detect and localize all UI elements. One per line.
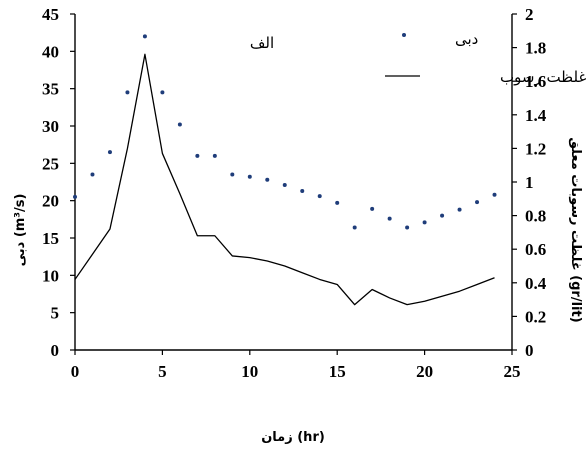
legend-discharge-marker: [402, 33, 406, 37]
discharge-point: [422, 220, 427, 225]
y2-tick-label: 0.8: [525, 207, 546, 226]
y-ticks: 0 5 10 15 20 25 30 35 40 45: [42, 5, 75, 360]
x-tick-label: 25: [504, 362, 521, 381]
y2-tick-label: 2: [525, 5, 534, 24]
discharge-point: [405, 225, 410, 230]
discharge-point: [475, 200, 480, 205]
y-axis-label: دبی (m³/s): [13, 194, 28, 267]
x-tick-label: 15: [329, 362, 346, 381]
discharge-point: [387, 216, 392, 221]
discharge-series: [73, 34, 497, 230]
y-tick-label: 20: [42, 192, 59, 211]
discharge-point: [317, 194, 322, 199]
legend-sediment-label: غلظت رسوب: [500, 68, 586, 86]
discharge-point: [282, 182, 287, 187]
y-tick-label: 0: [51, 341, 60, 360]
y2-tick-label: 1.2: [525, 139, 546, 158]
y-tick-label: 35: [42, 80, 59, 99]
discharge-point: [160, 90, 165, 95]
discharge-point: [370, 206, 375, 211]
y2-tick-label: 1.4: [525, 106, 547, 125]
y-tick-label: 25: [42, 154, 59, 173]
discharge-point: [125, 90, 130, 95]
discharge-point: [265, 177, 270, 182]
x-ticks: 0 5 10 15 20 25: [71, 350, 521, 381]
discharge-point: [335, 200, 340, 205]
x-tick-label: 20: [416, 362, 433, 381]
x-tick-label: 5: [158, 362, 167, 381]
y-tick-label: 45: [42, 5, 59, 24]
discharge-point: [107, 150, 112, 155]
y2-tick-label: 1: [525, 173, 534, 192]
discharge-point: [73, 194, 77, 199]
y2-tick-label: 1.8: [525, 39, 546, 58]
y-tick-label: 30: [42, 117, 59, 136]
discharge-point: [230, 172, 235, 177]
y2-axis-label: غلظت رسوبات معلق (gr/lit): [568, 137, 583, 322]
y2-tick-label: 0.2: [525, 307, 546, 326]
y2-ticks: 0 0.2 0.4 0.6 0.8 1 1.2 1.4 1.6 1.8 2: [512, 5, 547, 360]
x-tick-label: 0: [71, 362, 80, 381]
discharge-point: [492, 192, 497, 197]
discharge-point: [212, 153, 217, 158]
discharge-point: [142, 34, 147, 39]
discharge-point: [352, 225, 357, 230]
y-tick-label: 5: [51, 304, 60, 323]
discharge-point: [90, 172, 95, 177]
y2-tick-label: 0: [525, 341, 534, 360]
legend: دبی غلظت رسوب: [385, 30, 586, 86]
discharge-point: [195, 153, 200, 158]
y2-tick-label: 1.6: [525, 72, 546, 91]
axes: [74, 14, 513, 351]
discharge-point: [300, 188, 305, 193]
y-tick-label: 40: [42, 42, 59, 61]
discharge-point: [177, 122, 182, 127]
discharge-point: [457, 207, 462, 212]
x-tick-label: 10: [241, 362, 258, 381]
y-tick-label: 10: [42, 266, 59, 285]
sediment-series: [74, 53, 495, 306]
x-axis-label: زمان (hr): [261, 430, 325, 445]
legend-discharge-label: دبی: [455, 30, 478, 48]
discharge-point: [247, 174, 252, 179]
y-tick-label: 15: [42, 229, 59, 248]
y2-tick-label: 0.4: [525, 274, 547, 293]
sediment-line: [74, 53, 495, 306]
chart-title: الف: [250, 34, 274, 52]
y2-tick-label: 0.6: [525, 240, 546, 259]
discharge-point: [440, 213, 445, 218]
